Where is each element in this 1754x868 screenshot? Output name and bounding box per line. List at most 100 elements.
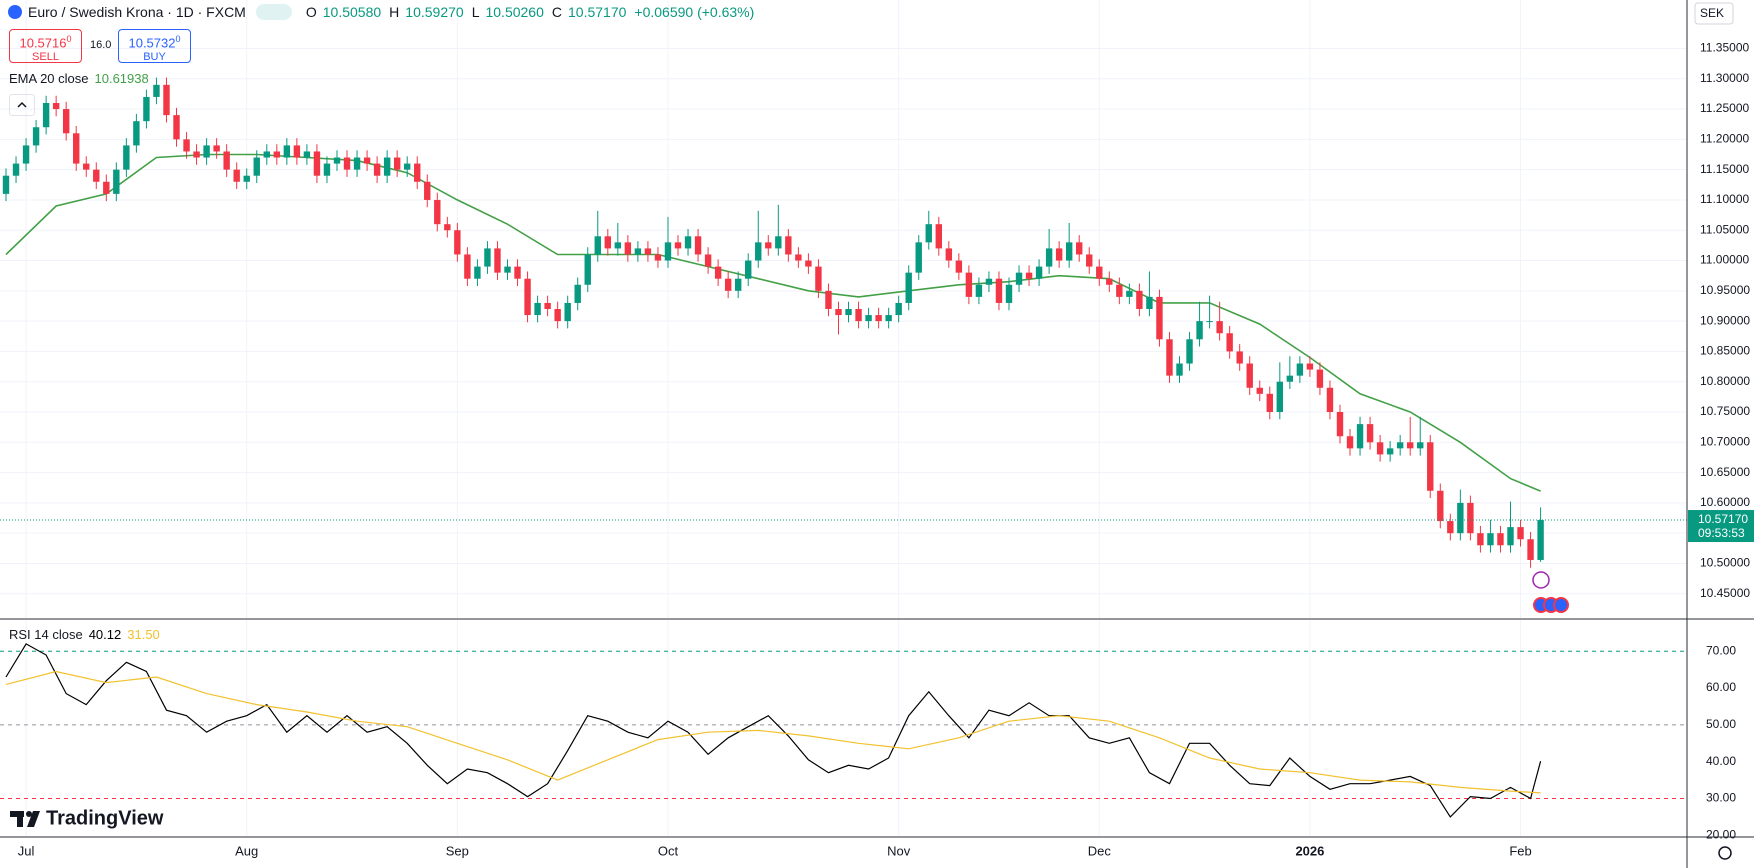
candle-body	[724, 278, 732, 291]
candle-body	[554, 309, 561, 322]
candle-body	[1487, 533, 1494, 546]
y-tick-label: 20.00	[1706, 827, 1736, 841]
candle-body	[614, 242, 622, 249]
candle-body	[1316, 369, 1324, 388]
candle-body	[925, 224, 932, 243]
candle-body	[1366, 424, 1374, 443]
status-badge[interactable]	[255, 4, 292, 20]
candle-body	[945, 248, 953, 261]
candle-body	[393, 157, 401, 170]
ema-legend: EMA 20 close 10.61938	[9, 71, 149, 86]
candle-body	[12, 163, 20, 176]
candle-body	[1346, 436, 1354, 449]
buy-button[interactable]: 10.57320 BUY	[118, 29, 191, 63]
settings-icon[interactable]	[1718, 846, 1732, 860]
change: +0.06590 (+0.63%)	[634, 4, 755, 20]
candle-body	[745, 260, 752, 279]
event-icon[interactable]	[1532, 571, 1550, 589]
x-tick-label: 2026	[1295, 843, 1324, 858]
candle-body	[103, 181, 110, 194]
candle-body	[805, 260, 812, 267]
candle-body	[193, 151, 200, 158]
candle-body	[1296, 363, 1304, 376]
ema-name[interactable]: EMA 20 close	[9, 71, 89, 86]
candle-body	[534, 302, 541, 316]
candle-body	[1126, 290, 1133, 297]
candle-body	[1096, 266, 1103, 279]
candle-body	[404, 163, 411, 170]
candle-body	[785, 236, 792, 255]
candle-body	[1286, 375, 1294, 382]
y-tick-label: 10.75000	[1700, 404, 1750, 418]
candle-body	[1276, 381, 1284, 412]
collapse-button[interactable]	[9, 94, 35, 116]
candle-body	[1447, 521, 1454, 534]
ohlc-label: O	[305, 4, 317, 20]
last-price-box	[1688, 510, 1754, 543]
ema-line	[5, 153, 1541, 492]
candle-body	[755, 242, 762, 261]
candle-body	[1396, 442, 1404, 449]
candle-body	[133, 121, 140, 146]
candle-body	[955, 260, 963, 273]
symbol-title[interactable]: Euro / Swedish Krona · 1D · FXCM	[28, 4, 246, 20]
brand: TradingView	[46, 807, 164, 829]
candle-body	[584, 254, 591, 285]
logo-mark	[26, 811, 32, 817]
candle-body	[1497, 533, 1504, 546]
candle-body	[1256, 387, 1263, 394]
y-tick-label: 10.90000	[1700, 313, 1750, 327]
rsi-ma-value: 31.50	[127, 627, 160, 642]
y-tick-label: 10.70000	[1700, 434, 1750, 448]
candle-body	[1537, 520, 1544, 560]
candle-body	[875, 315, 882, 322]
candle-body	[1216, 321, 1223, 334]
candle-body	[1055, 248, 1063, 261]
ohlc-value: 10.50260	[485, 4, 544, 20]
y-tick-label: 11.30000	[1700, 71, 1749, 85]
y-tick-label: 60.00	[1706, 680, 1736, 694]
candle-body	[52, 103, 60, 110]
sell-button[interactable]: 10.57160 SELL	[9, 29, 82, 63]
x-tick-label: Feb	[1509, 843, 1531, 858]
candle-body	[1427, 442, 1434, 491]
y-tick-label: 11.05000	[1700, 222, 1749, 236]
candle-body	[253, 157, 260, 176]
buy-price-main: 10.5732	[128, 35, 176, 51]
x-tick-label: Sep	[446, 843, 469, 858]
candle-body	[213, 145, 220, 152]
logo-mark	[17, 811, 23, 827]
candle-body	[734, 278, 742, 291]
candle-body	[714, 266, 722, 279]
candle-body	[363, 157, 371, 164]
rsi-name[interactable]: RSI 14 close	[9, 627, 83, 642]
candle-body	[564, 302, 571, 322]
spread: 16.0	[90, 39, 112, 51]
candle-body	[765, 242, 772, 249]
candle-body	[153, 84, 160, 97]
candle-body	[704, 254, 712, 267]
candle-body	[694, 236, 702, 255]
candle-body	[524, 278, 531, 316]
candle-body	[915, 242, 922, 273]
candle-body	[1407, 442, 1414, 449]
candle-body	[464, 254, 471, 279]
candle-body	[353, 157, 361, 170]
candle-body	[1015, 272, 1023, 285]
candle-body	[1477, 533, 1484, 546]
rsi-legend: RSI 14 close 40.12 31.50	[9, 627, 160, 642]
x-tick-label: Jul	[18, 843, 35, 858]
price-axis-bg	[1688, 0, 1754, 868]
candle-body	[1076, 242, 1083, 255]
event-icon[interactable]	[1553, 597, 1569, 613]
buy-price-sup: 0	[175, 34, 181, 44]
buy-label: BUY	[143, 51, 166, 64]
symbol-header: Euro / Swedish Krona · 1D · FXCM O 10.505…	[8, 4, 754, 20]
candle-body	[1306, 363, 1314, 370]
candle-body	[855, 309, 862, 322]
candle-body	[504, 266, 511, 273]
currency-box[interactable]	[1694, 2, 1734, 25]
axis-labels: 10.4500010.5000010.5500010.6000010.65000…	[18, 41, 1754, 858]
candle-body	[1116, 284, 1123, 297]
